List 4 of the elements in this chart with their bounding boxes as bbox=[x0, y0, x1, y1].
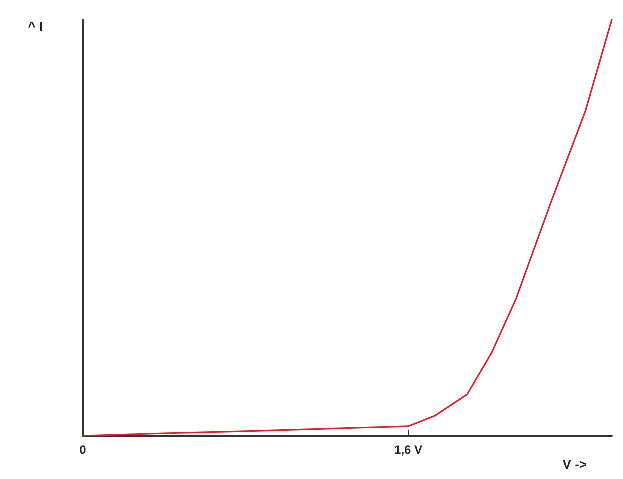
x-tick-label: 1,6 V bbox=[394, 443, 423, 457]
x-tick-label: 0 bbox=[80, 443, 87, 457]
x-axis-title: V -> bbox=[562, 457, 588, 472]
y-axis-title: ^ I bbox=[28, 19, 43, 34]
